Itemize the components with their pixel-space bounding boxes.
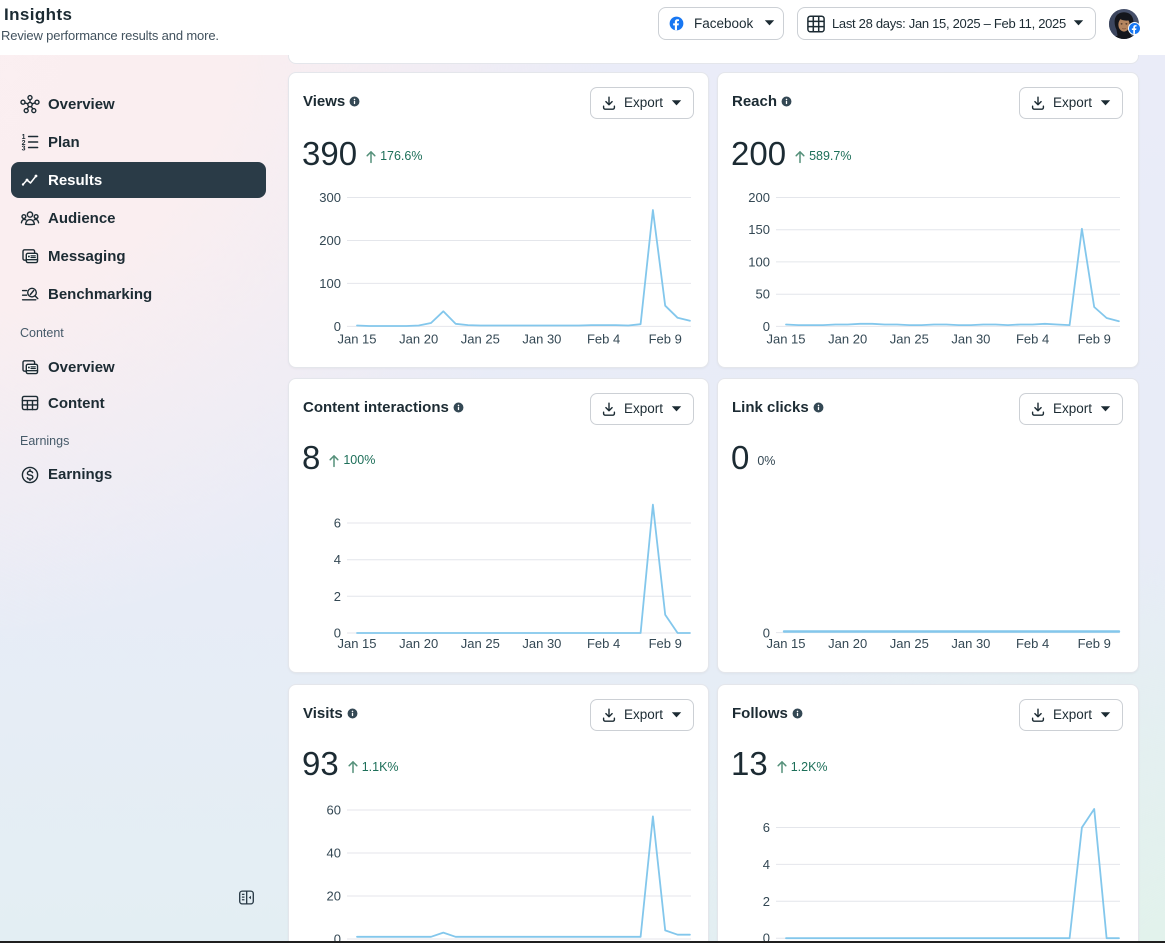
svg-text:0: 0 [334, 932, 341, 944]
svg-text:0: 0 [334, 318, 341, 333]
svg-text:0: 0 [763, 318, 770, 333]
svg-text:2: 2 [22, 140, 26, 147]
svg-text:300: 300 [319, 190, 341, 205]
svg-text:Jan 15: Jan 15 [337, 636, 376, 651]
svg-text:Feb 9: Feb 9 [1078, 636, 1111, 651]
svg-text:200: 200 [319, 233, 341, 248]
svg-text:Jan 25: Jan 25 [890, 331, 929, 346]
svg-text:Jan 30: Jan 30 [951, 636, 990, 651]
svg-text:2: 2 [334, 588, 341, 603]
svg-text:Jan 20: Jan 20 [399, 636, 438, 651]
svg-text:Jan 25: Jan 25 [461, 331, 500, 346]
svg-text:Feb 4: Feb 4 [587, 636, 620, 651]
svg-text:Jan 15: Jan 15 [337, 331, 376, 346]
svg-text:Feb 9: Feb 9 [1078, 331, 1111, 346]
svg-text:2: 2 [763, 894, 770, 909]
svg-text:Jan 25: Jan 25 [461, 636, 500, 651]
svg-text:Feb 4: Feb 4 [587, 331, 620, 346]
svg-text:Jan 30: Jan 30 [522, 636, 561, 651]
svg-text:100: 100 [748, 254, 770, 269]
svg-text:1: 1 [22, 134, 26, 141]
svg-text:Feb 9: Feb 9 [649, 636, 682, 651]
svg-text:Jan 20: Jan 20 [399, 331, 438, 346]
svg-text:3: 3 [22, 146, 26, 152]
svg-text:200: 200 [748, 190, 770, 205]
svg-text:100: 100 [319, 275, 341, 290]
svg-text:60: 60 [327, 803, 341, 818]
svg-text:0: 0 [763, 931, 770, 944]
svg-text:0: 0 [763, 625, 770, 640]
svg-text:4: 4 [763, 857, 770, 872]
svg-text:Jan 25: Jan 25 [890, 636, 929, 651]
svg-text:Feb 9: Feb 9 [649, 331, 682, 346]
svg-text:150: 150 [748, 222, 770, 237]
svg-text:Jan 15: Jan 15 [766, 636, 805, 651]
svg-text:Feb 4: Feb 4 [1016, 331, 1049, 346]
svg-text:Feb 4: Feb 4 [1016, 636, 1049, 651]
svg-text:Jan 30: Jan 30 [522, 331, 561, 346]
svg-text:6: 6 [763, 820, 770, 835]
svg-text:Jan 15: Jan 15 [766, 331, 805, 346]
svg-text:50: 50 [756, 286, 770, 301]
svg-text:20: 20 [327, 889, 341, 904]
svg-text:Jan 20: Jan 20 [828, 331, 867, 346]
svg-text:Jan 20: Jan 20 [828, 636, 867, 651]
svg-text:6: 6 [334, 515, 341, 530]
svg-text:40: 40 [327, 846, 341, 861]
svg-text:0: 0 [334, 625, 341, 640]
svg-text:Jan 30: Jan 30 [951, 331, 990, 346]
svg-text:4: 4 [334, 552, 341, 567]
